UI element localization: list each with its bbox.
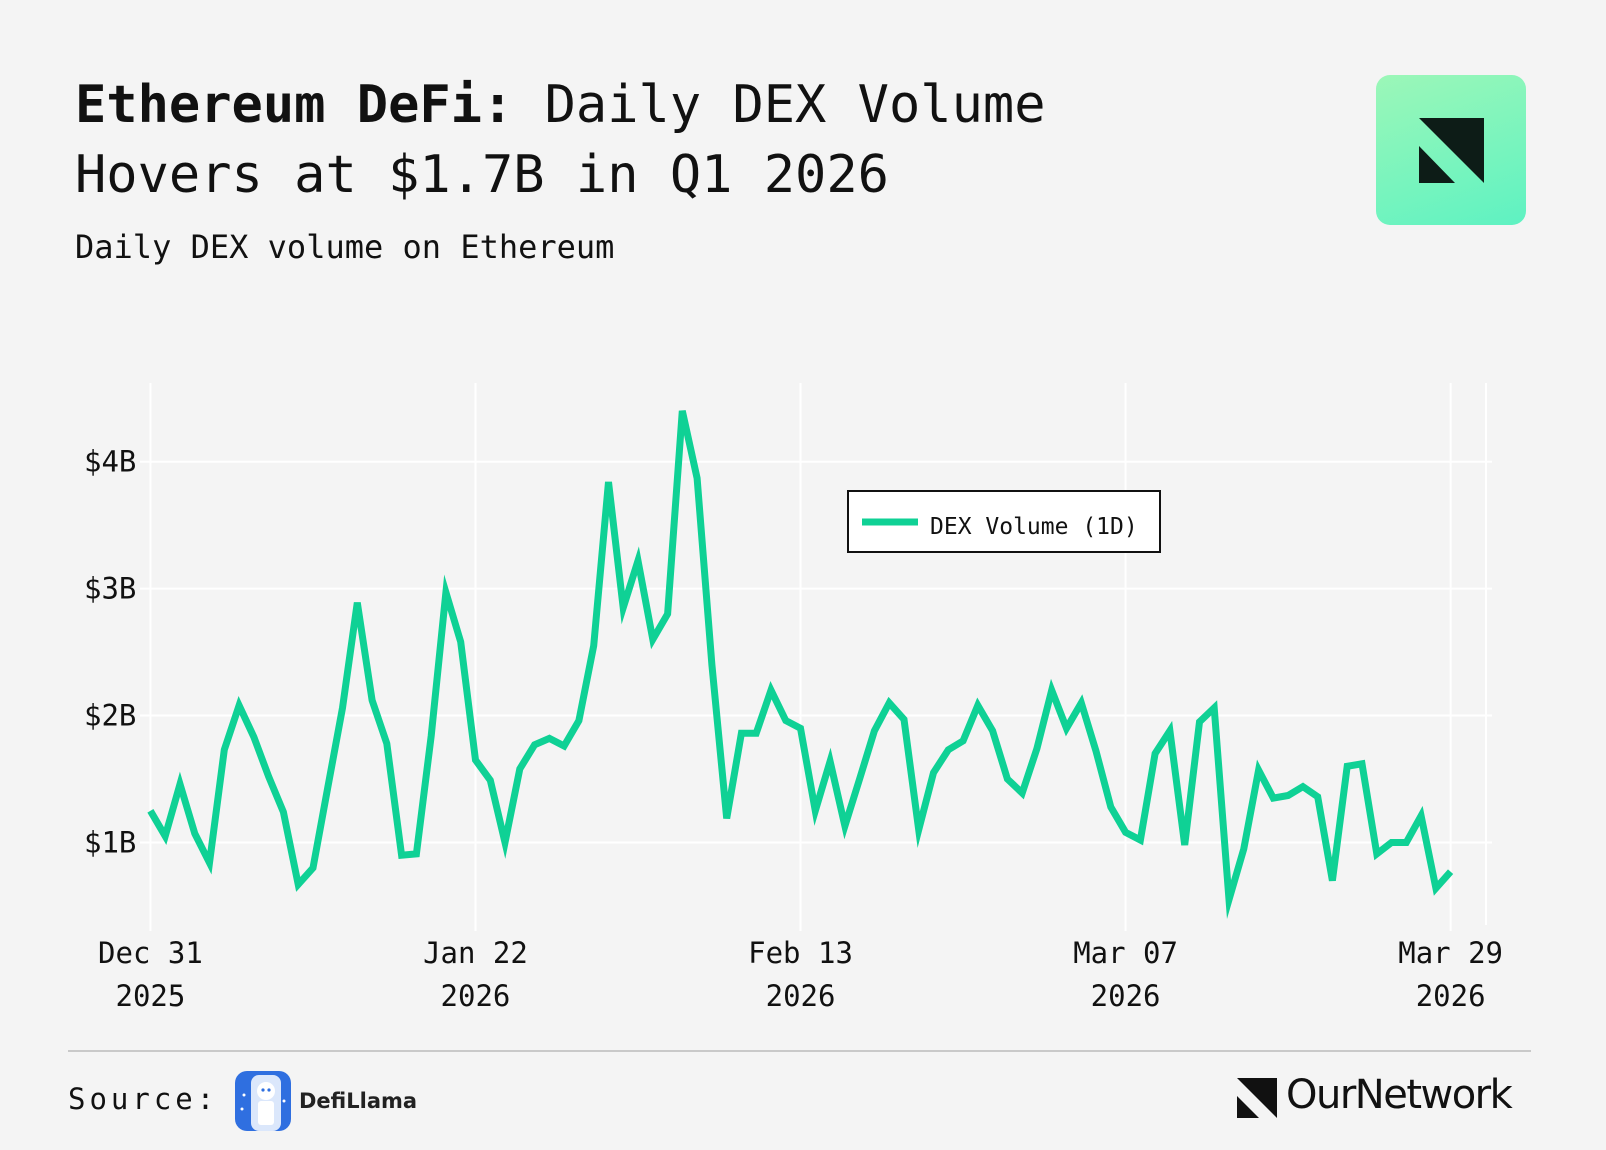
source-label: Source:: [68, 1082, 219, 1116]
series-points: [150, 410, 1451, 900]
x-tick-label: Dec 31: [98, 936, 203, 970]
brand-name: OurNetwork: [1286, 1072, 1513, 1118]
page-title: Ethereum DeFi: Daily DEX Volume Hovers a…: [75, 70, 1255, 210]
x-tick-label: Jan 22: [423, 936, 528, 970]
legend-label: DEX Volume (1D): [930, 514, 1138, 540]
x-tick-label: Mar 07: [1073, 936, 1178, 970]
x-tick-year-label: 2026: [1091, 979, 1161, 1013]
x-tick-year-label: 2026: [441, 979, 511, 1013]
x-tick-label: Mar 29: [1398, 936, 1503, 970]
legend: DEX Volume (1D): [847, 490, 1161, 553]
y-tick-label: $1B: [84, 825, 136, 859]
y-tick-label: $3B: [84, 572, 136, 606]
x-tick-year-label: 2025: [116, 979, 186, 1013]
x-tick-year-label: 2026: [766, 979, 836, 1013]
chart-subtitle: Daily DEX volume on Ethereum: [75, 228, 615, 266]
x-tick-year-label: 2026: [1416, 979, 1486, 1013]
y-tick-label: $2B: [84, 699, 136, 733]
title-rest: Daily DEX Volume Hovers at $1.7B in Q1 2…: [75, 75, 1046, 205]
source-name: DefiLlama: [299, 1089, 418, 1113]
y-tick-label: $4B: [84, 445, 136, 479]
ournetwork-logo-icon: [1237, 1078, 1277, 1118]
defillama-llama-icon: [235, 1071, 291, 1131]
footer-divider: [68, 1050, 1531, 1052]
x-tick-label: Feb 13: [748, 936, 853, 970]
ournetwork-badge-icon: [1376, 75, 1526, 225]
title-bold-part: Ethereum DeFi:: [75, 75, 514, 135]
